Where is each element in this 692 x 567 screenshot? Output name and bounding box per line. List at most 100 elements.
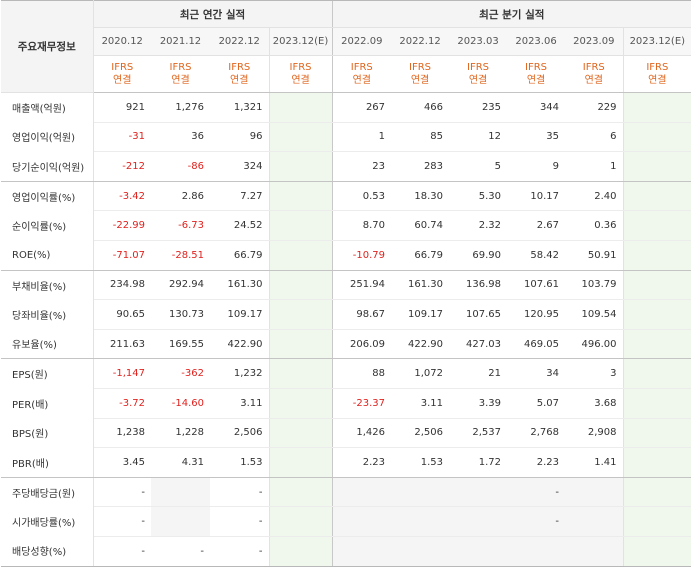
row-label: ROE(%) xyxy=(1,240,94,271)
table-row: 주당배당금(원) - - - xyxy=(1,477,692,508)
value-cell: 7.27 xyxy=(210,181,269,212)
row-label: PBR(배) xyxy=(1,447,94,478)
value-cell: 98.67 xyxy=(331,299,392,330)
value-cell: -28.51 xyxy=(151,240,210,271)
value-cell: 88 xyxy=(331,358,392,389)
ifrs-standard-text: IFRS xyxy=(646,62,669,73)
value-cell: 66.79 xyxy=(391,240,450,271)
ifrs-standard-text: IFRS xyxy=(582,62,605,73)
value-cell xyxy=(268,418,333,449)
value-cell: 251.94 xyxy=(331,270,392,301)
value-cell: 234.98 xyxy=(93,270,151,301)
row-label: 순이익률(%) xyxy=(1,210,94,241)
value-cell: 427.03 xyxy=(449,329,508,360)
value-cell: 8.70 xyxy=(331,210,392,241)
period-header: 2023.03 xyxy=(449,27,508,56)
value-cell: 5.30 xyxy=(449,181,508,212)
value-cell: 1,276 xyxy=(151,92,210,123)
value-cell xyxy=(331,536,392,567)
value-cell: 6 xyxy=(565,122,624,153)
ifrs-label: IFRS 연결 xyxy=(151,55,210,93)
value-cell: 466 xyxy=(391,92,450,123)
value-cell: 1,426 xyxy=(331,418,392,449)
row-label: 시가배당률(%) xyxy=(1,506,94,537)
value-cell: 24.52 xyxy=(210,210,269,241)
value-cell: 1,238 xyxy=(93,418,151,449)
value-cell: 1,321 xyxy=(210,92,269,123)
value-cell: 5.07 xyxy=(507,388,566,419)
row-label: PER(배) xyxy=(1,388,94,419)
value-cell: -6.73 xyxy=(151,210,210,241)
consolidated-text: 연결 xyxy=(113,75,132,86)
value-cell xyxy=(622,181,692,212)
ifrs-label: IFRS 연결 xyxy=(268,55,333,93)
value-cell xyxy=(268,122,333,153)
annual-group-title: 최근 연간 실적 xyxy=(93,0,333,28)
table-row: 순이익률(%) -22.99 -6.73 24.52 8.70 60.74 2.32 2.67… xyxy=(1,210,692,241)
value-cell: 66.79 xyxy=(210,240,269,271)
table-row: 유보율(%) 211.63 169.55 422.90 206.09 422.90 427.… xyxy=(1,329,692,360)
table-row: 영업이익(억원) -31 36 96 1 85 12 35 6 xyxy=(1,122,692,153)
value-cell: 23 xyxy=(331,151,392,182)
value-cell xyxy=(622,358,692,389)
value-cell: 2.23 xyxy=(507,447,566,478)
period-header: 2021.12 xyxy=(151,27,210,56)
value-cell: 60.74 xyxy=(391,210,450,241)
value-cell xyxy=(268,506,333,537)
value-cell: 2,908 xyxy=(565,418,624,449)
table-row: ROE(%) -71.07 -28.51 66.79 -10.79 66.79 69.90 5… xyxy=(1,240,692,271)
value-cell: 0.53 xyxy=(331,181,392,212)
value-cell xyxy=(268,151,333,182)
ifrs-standard-text: IFRS xyxy=(467,62,490,73)
value-cell: 1,072 xyxy=(391,358,450,389)
consolidated-text: 연결 xyxy=(648,75,667,86)
value-cell: 3.39 xyxy=(449,388,508,419)
value-cell: -362 xyxy=(151,358,210,389)
period-header: 2023.06 xyxy=(507,27,566,56)
value-cell: -86 xyxy=(151,151,210,182)
value-cell: 1,228 xyxy=(151,418,210,449)
value-cell: 283 xyxy=(391,151,450,182)
value-cell: 107.61 xyxy=(507,270,566,301)
consolidated-text: 연결 xyxy=(230,75,249,86)
value-cell: 2.32 xyxy=(449,210,508,241)
consolidated-text: 연결 xyxy=(352,75,371,86)
row-label: BPS(원) xyxy=(1,418,94,448)
value-cell: - xyxy=(507,506,566,537)
value-cell: -31 xyxy=(93,122,151,153)
value-cell xyxy=(268,447,333,478)
value-cell: - xyxy=(93,506,151,537)
value-cell xyxy=(268,92,333,123)
value-cell: 2,506 xyxy=(391,418,450,449)
value-cell xyxy=(391,477,450,508)
value-cell: 109.17 xyxy=(391,299,450,330)
value-cell xyxy=(268,388,333,419)
value-cell: 267 xyxy=(331,92,392,123)
value-cell: 1 xyxy=(565,151,624,182)
value-cell: 136.98 xyxy=(449,270,508,301)
value-cell xyxy=(268,210,333,241)
ifrs-label: IFRS 연결 xyxy=(210,55,269,93)
value-cell: 58.42 xyxy=(507,240,566,271)
value-cell xyxy=(565,477,624,508)
value-cell: -3.72 xyxy=(93,388,151,419)
value-cell: 4.31 xyxy=(151,447,210,478)
value-cell: 3.11 xyxy=(391,388,450,419)
row-label: 당기순이익(억원) xyxy=(1,151,94,182)
value-cell: 130.73 xyxy=(151,299,210,330)
ifrs-header-row: IFRS 연결 IFRS 연결 IFRS 연결 IFRS 연결 IFRS 연결 IFRS 연결 IFRS… xyxy=(1,55,692,93)
value-cell: 169.55 xyxy=(151,329,210,360)
value-cell: -22.99 xyxy=(93,210,151,241)
value-cell xyxy=(622,210,692,241)
table-row: PER(배) -3.72 -14.60 3.11 -23.37 3.11 3.39 5.07 3… xyxy=(1,388,692,419)
value-cell: -14.60 xyxy=(151,388,210,419)
consolidated-text: 연결 xyxy=(526,75,546,86)
value-cell: 211.63 xyxy=(93,329,151,360)
value-cell: 18.30 xyxy=(391,181,450,212)
value-cell: 1.53 xyxy=(210,447,269,478)
value-cell xyxy=(331,506,392,537)
value-cell: 496.00 xyxy=(565,329,624,360)
value-cell: 324 xyxy=(210,151,269,182)
value-cell: -71.07 xyxy=(93,240,151,271)
ifrs-label: IFRS 연결 xyxy=(93,55,151,93)
